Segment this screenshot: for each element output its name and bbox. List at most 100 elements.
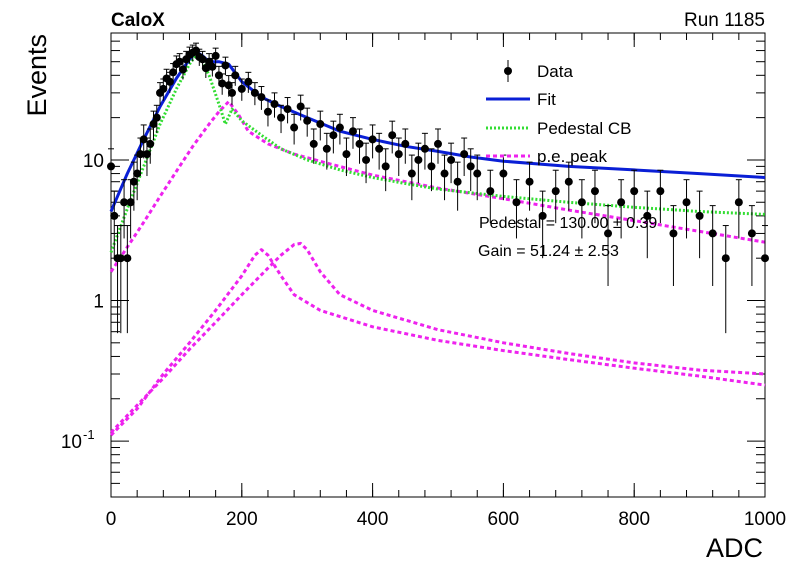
data-point [335,113,344,145]
data-point [656,169,665,224]
data-point [643,190,652,259]
data-point [107,148,115,192]
data-point-marker [486,187,495,196]
data-point-marker [296,102,305,111]
data-point [695,190,704,259]
data-point [512,179,521,239]
data-point [466,148,475,192]
legend-entry-data: Data [504,60,573,82]
data-point-marker [564,177,573,186]
data-point [211,47,220,65]
data-point-marker [590,187,599,196]
data-point [322,132,331,170]
data-point [250,82,259,106]
data-point-marker [175,57,184,66]
data-point [146,128,155,164]
data-point-marker [682,198,691,207]
data-point-marker [231,71,240,80]
data-point [538,190,547,259]
data-point-marker [630,187,639,196]
data-point [133,154,142,201]
data-point-marker [434,139,442,148]
data-point [152,104,161,134]
experiment-label: CaloX [111,10,165,31]
data-point [499,154,508,201]
data-point [708,205,717,287]
data-point-marker [126,198,135,207]
data-point-marker [656,187,665,196]
data-point-marker [142,150,151,159]
legend-data-marker [504,67,512,75]
data-point [734,179,743,239]
data-point [257,86,266,110]
data-point [263,99,272,127]
data-point-marker [617,198,626,207]
data-point-marker [355,139,364,148]
data-point [218,73,227,95]
data-point-marker [734,198,743,207]
data-point-marker [149,120,158,129]
data-point-marker [322,144,331,153]
legend-label-fit: Fit [537,90,556,109]
data-point-marker [695,211,704,220]
data-point [329,120,338,154]
pedestal-result: Pedestal = 130.00 ± 0.39 [479,215,657,232]
plot-frame [110,32,766,498]
data-point [590,169,599,224]
data-point-marker [761,254,769,263]
data-point-marker [250,88,259,97]
data-point [277,104,286,134]
data-point [747,205,756,287]
data-point-marker [394,150,403,159]
data-point-marker [512,198,521,207]
data-point-marker [362,155,371,164]
data-point-marker [669,229,678,238]
legend: Data Fit Pedestal CB p.e. peak [486,60,632,166]
data-point-marker [159,84,168,93]
data-point [116,225,125,334]
gain-result: Gain = 51.24 ± 2.53 [478,243,619,260]
curve-pedestal-cb [109,53,766,253]
data-point-marker [551,187,560,196]
data-point-marker [525,177,534,186]
run-label: Run 1185 [684,10,765,31]
data-point [178,60,187,80]
data-point-marker [116,254,125,263]
data-point-marker [290,123,299,132]
data-point-marker [120,198,129,207]
data-point [192,42,201,59]
data-point-marker [133,169,142,178]
data-point-marker [499,169,508,178]
data-point-marker [329,131,338,140]
data-point [447,142,456,184]
data-point-marker [211,51,220,60]
data-point-marker [453,177,462,186]
data-point-marker [604,229,613,238]
data-point [375,132,384,170]
data-point [129,161,138,211]
data-point-marker [381,162,390,171]
data-point-marker [139,135,148,144]
data-point-marker [178,65,187,74]
data-points [107,42,769,334]
data-point [110,190,119,259]
data-point-marker [420,144,429,153]
data-point-marker [224,81,233,90]
fit-curves [109,50,766,437]
data-point [156,82,165,106]
data-point [394,137,403,177]
data-point-marker [368,135,377,144]
data-point [362,142,371,184]
data-point-marker [263,107,272,116]
x-tick-label: 200 [226,509,258,530]
data-point-marker [473,169,482,178]
data-point [198,50,207,69]
data-point-marker [283,105,292,114]
y-tick-label: 10 [61,432,82,453]
data-point [244,71,253,93]
data-point-marker [407,169,416,178]
data-point [231,65,240,86]
x-tick-label: 600 [488,509,520,530]
data-point-marker [237,84,246,93]
